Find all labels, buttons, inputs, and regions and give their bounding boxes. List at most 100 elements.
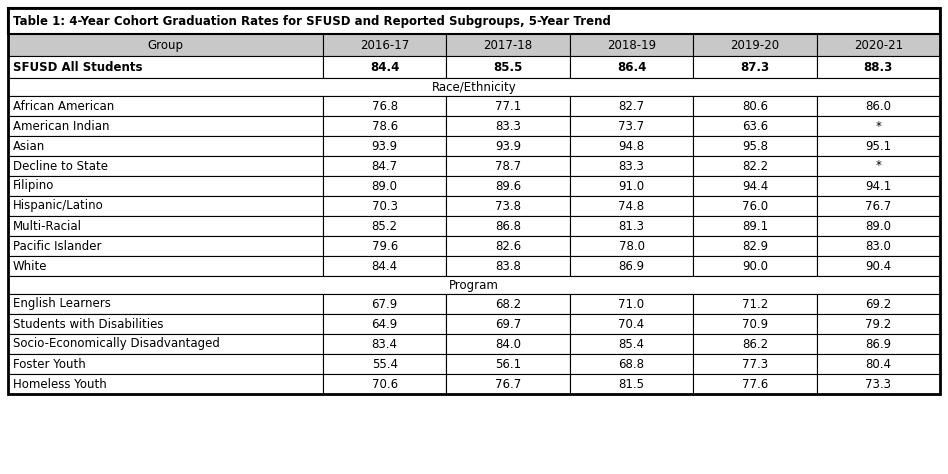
Bar [8, 276, 940, 294]
Bar [570, 96, 693, 116]
Bar [693, 256, 816, 276]
Bar [8, 216, 323, 236]
Text: 85.2: 85.2 [372, 219, 398, 233]
Bar [693, 354, 816, 374]
Text: 82.7: 82.7 [618, 100, 645, 112]
Text: Hispanic/Latino: Hispanic/Latino [13, 200, 103, 212]
Bar [693, 34, 816, 56]
Text: 93.9: 93.9 [495, 139, 521, 153]
Text: 67.9: 67.9 [372, 298, 398, 310]
Bar [570, 216, 693, 236]
Text: 70.9: 70.9 [742, 318, 768, 330]
Bar [8, 196, 323, 216]
Bar [693, 96, 816, 116]
Text: 71.0: 71.0 [618, 298, 645, 310]
Bar [693, 334, 816, 354]
Bar [447, 216, 570, 236]
Text: Foster Youth: Foster Youth [13, 357, 85, 371]
Text: 80.4: 80.4 [866, 357, 891, 371]
Bar [8, 78, 940, 96]
Text: Filipino: Filipino [13, 180, 54, 192]
Bar [570, 354, 693, 374]
Bar [570, 176, 693, 196]
Text: 83.4: 83.4 [372, 337, 398, 350]
Bar [570, 374, 693, 394]
Bar [693, 236, 816, 256]
Bar [447, 96, 570, 116]
Bar [693, 136, 816, 156]
Text: 95.8: 95.8 [742, 139, 768, 153]
Text: Group: Group [148, 38, 184, 52]
Bar [693, 56, 816, 78]
Bar [816, 156, 940, 176]
Text: 79.2: 79.2 [866, 318, 891, 330]
Text: SFUSD All Students: SFUSD All Students [13, 61, 142, 73]
Bar [816, 196, 940, 216]
Bar [693, 294, 816, 314]
Text: Multi-Racial: Multi-Racial [13, 219, 82, 233]
Bar [8, 8, 940, 394]
Text: 77.3: 77.3 [742, 357, 768, 371]
Text: 81.5: 81.5 [618, 377, 645, 391]
Text: 73.3: 73.3 [866, 377, 891, 391]
Text: 76.0: 76.0 [742, 200, 768, 212]
Text: *: * [875, 119, 882, 133]
Bar [816, 334, 940, 354]
Bar [447, 136, 570, 156]
Text: 88.3: 88.3 [864, 61, 893, 73]
Text: 94.8: 94.8 [618, 139, 645, 153]
Bar [816, 294, 940, 314]
Text: African American: African American [13, 100, 115, 112]
Bar [8, 314, 323, 334]
Text: 84.4: 84.4 [370, 61, 399, 73]
Bar [323, 334, 447, 354]
Bar [816, 116, 940, 136]
Text: 93.9: 93.9 [372, 139, 398, 153]
Bar [570, 236, 693, 256]
Text: 94.4: 94.4 [741, 180, 768, 192]
Text: 68.8: 68.8 [618, 357, 645, 371]
Text: 83.3: 83.3 [495, 119, 521, 133]
Bar [8, 354, 323, 374]
Bar [8, 56, 323, 78]
Bar [816, 136, 940, 156]
Text: 83.0: 83.0 [866, 239, 891, 253]
Bar [693, 116, 816, 136]
Text: 69.2: 69.2 [866, 298, 891, 310]
Text: 2016-17: 2016-17 [360, 38, 410, 52]
Bar [8, 8, 940, 34]
Bar [323, 256, 447, 276]
Bar [323, 294, 447, 314]
Text: 76.7: 76.7 [866, 200, 891, 212]
Bar [693, 216, 816, 236]
Bar [816, 34, 940, 56]
Text: *: * [875, 159, 882, 173]
Bar [8, 176, 323, 196]
Bar [447, 156, 570, 176]
Text: 77.6: 77.6 [741, 377, 768, 391]
Bar [570, 196, 693, 216]
Bar [693, 374, 816, 394]
Text: 2019-20: 2019-20 [730, 38, 779, 52]
Text: 85.5: 85.5 [493, 61, 522, 73]
Bar [447, 196, 570, 216]
Bar [816, 256, 940, 276]
Bar [323, 34, 447, 56]
Text: 89.1: 89.1 [742, 219, 768, 233]
Text: 2017-18: 2017-18 [483, 38, 533, 52]
Text: 71.2: 71.2 [741, 298, 768, 310]
Bar [323, 56, 447, 78]
Bar [816, 96, 940, 116]
Text: 86.9: 86.9 [618, 259, 645, 273]
Text: 73.8: 73.8 [495, 200, 521, 212]
Bar [323, 116, 447, 136]
Text: 86.0: 86.0 [866, 100, 891, 112]
Text: 55.4: 55.4 [372, 357, 398, 371]
Bar [8, 256, 323, 276]
Text: 82.2: 82.2 [742, 159, 768, 173]
Bar [447, 116, 570, 136]
Bar [570, 136, 693, 156]
Text: 2020-21: 2020-21 [854, 38, 902, 52]
Bar [693, 156, 816, 176]
Bar [8, 334, 323, 354]
